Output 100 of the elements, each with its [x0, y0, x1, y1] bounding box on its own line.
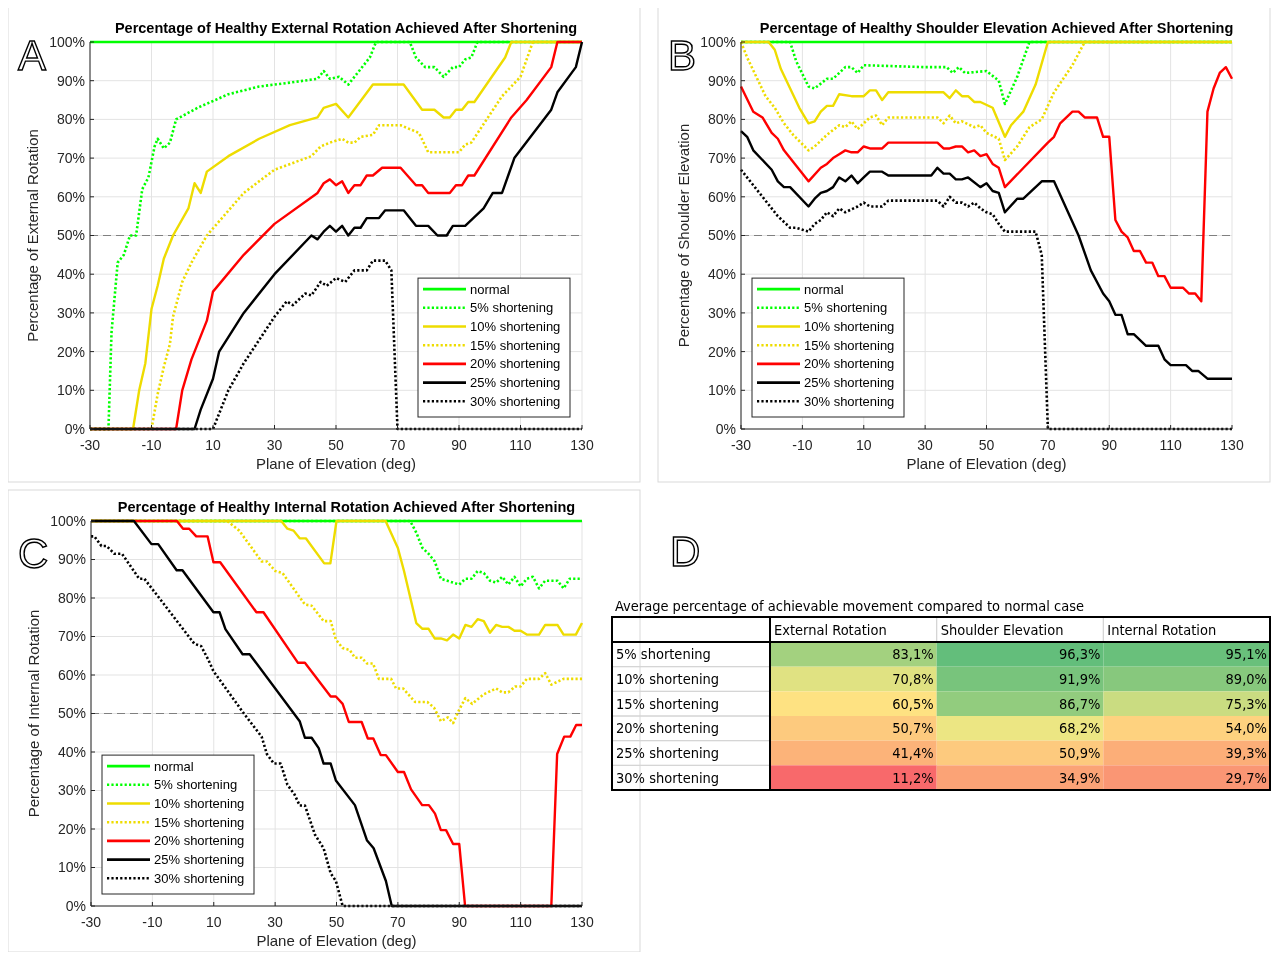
- x-axis-title: Plane of Elevation (deg): [255, 455, 417, 472]
- data-label: 86,7%: [1058, 695, 1101, 712]
- data-label: 95,1%: [1225, 646, 1267, 663]
- y-tick-label: 40%: [57, 743, 86, 760]
- y-tick-label: 10% shortening: [616, 671, 720, 688]
- x-tick-label: 30: [267, 914, 284, 930]
- y-tick-label: 20%: [56, 343, 85, 360]
- y-tick-label: 0%: [64, 420, 85, 437]
- data-label: 68,2%: [1058, 720, 1101, 737]
- data-label: 89,0%: [1225, 671, 1267, 688]
- legend-label: 30% shortening: [470, 393, 561, 409]
- legend-label: 10% shortening: [804, 319, 895, 335]
- text: D: [670, 528, 701, 575]
- legend-label: 15% shortening: [154, 814, 245, 830]
- legend-label: normal: [154, 758, 194, 774]
- y-tick-label: 10%: [56, 382, 85, 399]
- x-tick-label: 90: [451, 914, 468, 930]
- x-tick-label: 50: [978, 437, 995, 453]
- x-axis-title: Plane of Elevation (deg): [906, 455, 1067, 472]
- x-tick-label: 110: [509, 437, 532, 453]
- legend-label: 5% shortening: [154, 777, 238, 793]
- data-label: 50,9%: [1058, 745, 1101, 762]
- legend-label: 15% shortening: [470, 337, 561, 353]
- y-axis-title: Percentage of Shoulder Elevation: [675, 123, 692, 348]
- x-tick-label: 50: [328, 914, 345, 930]
- x-tick-label: -10: [141, 437, 162, 453]
- x-tick-label: 70: [390, 914, 406, 930]
- y-tick-label: 100%: [50, 512, 86, 529]
- y-tick-label: 60%: [57, 666, 86, 683]
- y-tick-label: 70%: [57, 628, 86, 645]
- x-tick-label: Internal Rotation: [1107, 621, 1217, 638]
- x-tick-label: 130: [570, 437, 594, 453]
- legend-label: 5% shortening: [804, 300, 888, 316]
- y-axis-title: Percentage of Internal Rotation: [25, 609, 42, 818]
- y-tick-label: 30%: [56, 304, 85, 321]
- y-tick-label: 20% shortening: [616, 720, 720, 737]
- data-label: 75,3%: [1225, 695, 1267, 712]
- y-tick-label: 25% shortening: [616, 745, 720, 762]
- legend-label: 10% shortening: [154, 796, 245, 812]
- y-tick-label: 10%: [57, 859, 86, 876]
- y-tick-label: 90%: [707, 72, 736, 89]
- x-tick-label: Shoulder Elevation: [940, 621, 1064, 638]
- legend-label: 30% shortening: [154, 870, 245, 886]
- legend-label: 25% shortening: [154, 852, 245, 868]
- data-label: 96,3%: [1058, 646, 1101, 663]
- data-label: 83,1%: [892, 646, 934, 663]
- x-tick-label: 30: [917, 437, 934, 453]
- y-tick-label: 70%: [707, 150, 736, 166]
- y-tick-label: 50%: [707, 227, 736, 244]
- text: C: [18, 530, 49, 577]
- data-label: 11,2%: [892, 769, 934, 786]
- data-label: 70,8%: [892, 671, 934, 688]
- y-tick-label: 40%: [56, 266, 85, 283]
- y-tick-label: 90%: [57, 551, 86, 568]
- x-tick-label: 70: [389, 437, 406, 453]
- text: A: [18, 32, 47, 79]
- legend-label: 20% shortening: [154, 833, 245, 849]
- legend-label: 5% shortening: [470, 300, 554, 316]
- x-tick-label: 10: [205, 914, 222, 930]
- x-tick-label: 130: [570, 914, 594, 930]
- y-tick-label: 0%: [715, 420, 736, 437]
- y-tick-label: 50%: [57, 705, 86, 722]
- y-tick-label: 20%: [707, 343, 736, 360]
- data-label: 41,4%: [892, 745, 934, 762]
- x-tick-label: 110: [509, 914, 532, 930]
- y-tick-label: 20%: [57, 820, 86, 837]
- data-label: 39,3%: [1225, 745, 1267, 762]
- y-tick-label: 60%: [56, 188, 85, 205]
- chart-title: Percentage of Healthy Internal Rotation Achieved After Shortening: [117, 499, 576, 515]
- y-tick-label: 50%: [56, 227, 85, 244]
- y-tick-label: 5% shortening: [616, 646, 711, 663]
- legend-label: 25% shortening: [470, 375, 561, 391]
- y-tick-label: 80%: [57, 589, 86, 606]
- x-tick-label: -30: [730, 437, 752, 453]
- data-label: 91,9%: [1058, 671, 1101, 688]
- y-tick-label: 100%: [49, 33, 85, 50]
- legend-label: normal: [804, 281, 844, 297]
- data-label: 29,7%: [1225, 769, 1267, 786]
- data-label: 34,9%: [1058, 769, 1101, 786]
- legend-label: 30% shortening: [804, 393, 895, 409]
- y-tick-label: 40%: [707, 266, 736, 283]
- chart-title: Average percentage of achievable movement compared to normal case: [615, 598, 1084, 614]
- y-tick-label: 90%: [56, 72, 85, 89]
- y-tick-label: 70%: [56, 150, 85, 166]
- legend-label: normal: [470, 281, 510, 297]
- legend-label: 20% shortening: [470, 356, 561, 372]
- y-tick-label: 10%: [707, 382, 736, 399]
- data-label: 54,0%: [1225, 720, 1267, 737]
- y-tick-label: 15% shortening: [616, 695, 720, 712]
- y-axis-title: Percentage of External Rotation: [24, 129, 41, 342]
- x-tick-label: 70: [1040, 437, 1056, 453]
- y-tick-label: 100%: [700, 33, 736, 50]
- y-tick-label: 60%: [707, 188, 736, 205]
- legend-label: 25% shortening: [804, 375, 895, 391]
- x-tick-label: 130: [1220, 437, 1244, 453]
- legend-label: 20% shortening: [804, 356, 895, 372]
- x-tick-label: 90: [1101, 437, 1118, 453]
- x-tick-label: -30: [79, 437, 101, 453]
- y-tick-label: 0%: [65, 897, 86, 914]
- y-tick-label: 30%: [707, 304, 736, 321]
